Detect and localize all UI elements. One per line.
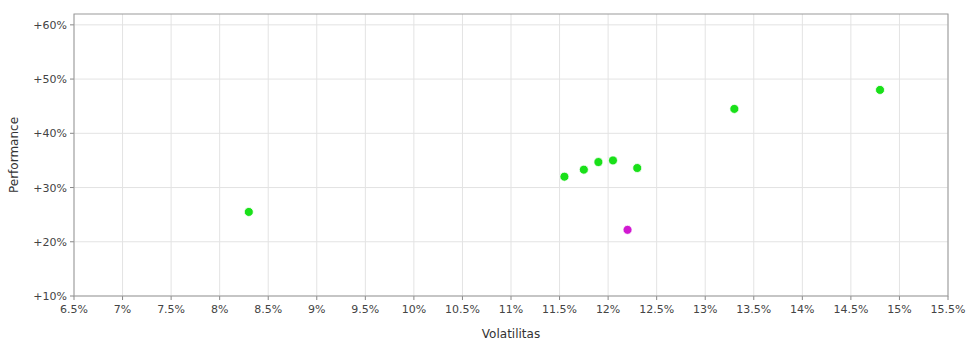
tick-label-y: +60% xyxy=(33,19,67,32)
tick-x xyxy=(705,296,706,300)
grid-line-y xyxy=(74,241,948,242)
axes: 6.5% 7% 7.5% 8% 8.5% 9% 9.5% 10% 10.5% 11% 11.5% 12… xyxy=(33,19,965,316)
tick-x xyxy=(802,296,803,300)
tick-label-x: 6.5% xyxy=(60,303,88,316)
grid-line-x xyxy=(365,14,366,296)
x-axis-label: Volatilitas xyxy=(482,327,540,341)
grid-line-x xyxy=(608,14,609,296)
grid-line-y xyxy=(74,133,948,134)
tick-x xyxy=(559,296,560,300)
grid-line-x xyxy=(462,14,463,296)
grid-line-x xyxy=(511,14,512,296)
point xyxy=(244,207,253,216)
series xyxy=(623,225,632,234)
point xyxy=(594,158,603,167)
tick-label-x: 7.5% xyxy=(157,303,185,316)
tick-label-x: 12.5% xyxy=(639,303,674,316)
tick-x xyxy=(656,296,657,300)
tick-label-y: +30% xyxy=(33,182,67,195)
plot-area xyxy=(74,14,948,296)
tick-x xyxy=(171,296,172,300)
grid-line-y xyxy=(74,79,948,80)
tick-label-y: +10% xyxy=(33,290,67,303)
plot-frame xyxy=(74,14,948,296)
tick-x xyxy=(74,296,75,300)
grid-line-x xyxy=(705,14,706,296)
tick-label-x: 8% xyxy=(211,303,228,316)
tick-label-x: 11% xyxy=(499,303,523,316)
tick-y xyxy=(70,24,74,25)
tick-x xyxy=(413,296,414,300)
tick-label-x: 10.5% xyxy=(445,303,480,316)
grid-line-x xyxy=(122,14,123,296)
tick-x xyxy=(462,296,463,300)
tick-label-y: +40% xyxy=(33,127,67,140)
tick-y xyxy=(70,187,74,188)
grid-line-x xyxy=(268,14,269,296)
tick-x xyxy=(948,296,949,300)
tick-y xyxy=(70,133,74,134)
grid-line-x xyxy=(802,14,803,296)
point xyxy=(608,156,617,165)
tick-x xyxy=(753,296,754,300)
tick-y xyxy=(70,296,74,297)
grid-line-y xyxy=(74,187,948,188)
tick-x xyxy=(850,296,851,300)
point xyxy=(560,172,569,181)
tick-x xyxy=(365,296,366,300)
tick-label-y: +20% xyxy=(33,236,67,249)
tick-label-x: 15% xyxy=(887,303,911,316)
point xyxy=(633,164,642,173)
grid-line-x xyxy=(899,14,900,296)
point xyxy=(876,85,885,94)
tick-label-x: 11.5% xyxy=(542,303,577,316)
grid-line-x xyxy=(753,14,754,296)
tick-label-x: 13.5% xyxy=(736,303,771,316)
tick-label-x: 15.5% xyxy=(931,303,966,316)
tick-x xyxy=(511,296,512,300)
tick-x xyxy=(899,296,900,300)
tick-label-x: 10% xyxy=(402,303,426,316)
tick-x xyxy=(316,296,317,300)
tick-y xyxy=(70,241,74,242)
point xyxy=(579,165,588,174)
tick-x xyxy=(122,296,123,300)
tick-label-x: 7% xyxy=(114,303,131,316)
y-axis-label: Performance xyxy=(7,117,21,193)
tick-label-x: 14.5% xyxy=(833,303,868,316)
point xyxy=(623,225,632,234)
grid xyxy=(74,14,948,296)
tick-label-y: +50% xyxy=(33,73,67,86)
grid-line-x xyxy=(171,14,172,296)
grid-line-x xyxy=(850,14,851,296)
page: {"chart_data": {"type": "scatter", "xlab… xyxy=(0,0,966,350)
grid-line-y xyxy=(74,24,948,25)
tick-x xyxy=(608,296,609,300)
tick-label-x: 12% xyxy=(596,303,620,316)
tick-label-x: 9.5% xyxy=(351,303,379,316)
grid-line-x xyxy=(559,14,560,296)
tick-y xyxy=(70,79,74,80)
grid-line-x xyxy=(316,14,317,296)
grid-line-x xyxy=(413,14,414,296)
tick-label-x: 13% xyxy=(693,303,717,316)
tick-label-x: 9% xyxy=(308,303,325,316)
tick-label-x: 14% xyxy=(790,303,814,316)
series xyxy=(244,85,884,216)
point xyxy=(730,104,739,113)
tick-x xyxy=(268,296,269,300)
points xyxy=(244,85,884,234)
grid-line-x xyxy=(656,14,657,296)
tick-x xyxy=(219,296,220,300)
chart: 6.5% 7% 7.5% 8% 8.5% 9% 9.5% 10% 10.5% 11% 11.5% 12… xyxy=(0,0,966,350)
tick-label-x: 8.5% xyxy=(254,303,282,316)
grid-line-x xyxy=(219,14,220,296)
